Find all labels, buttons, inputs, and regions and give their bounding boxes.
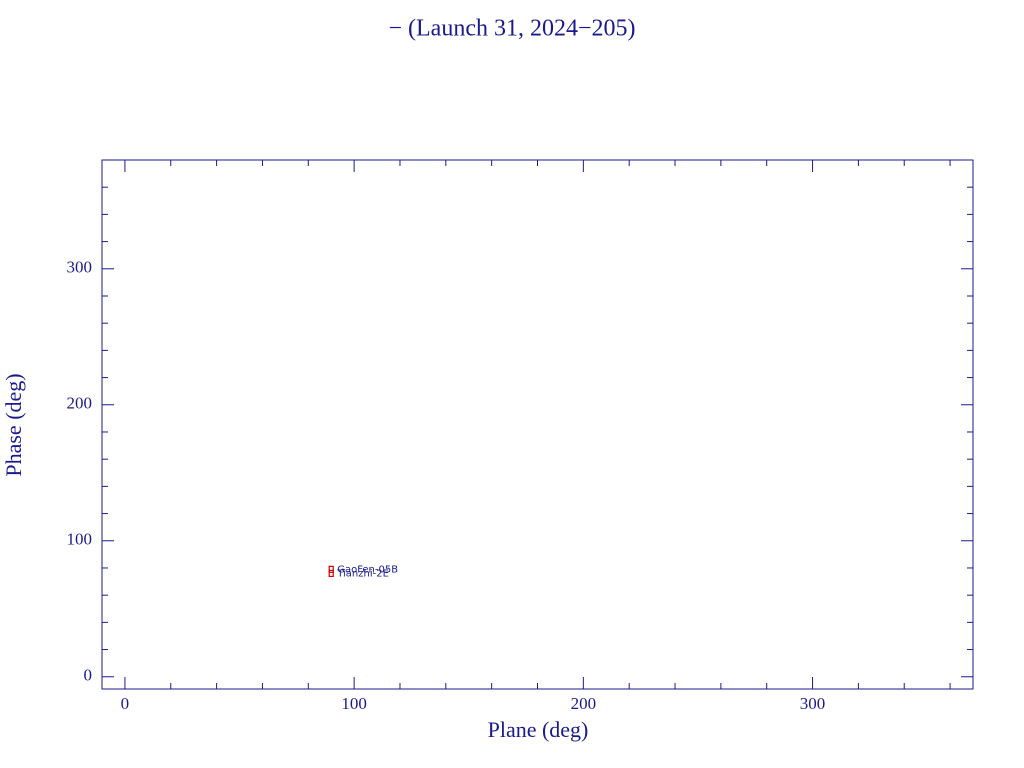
x-axis-label: Plane (deg): [488, 717, 589, 742]
x-tick-label: 200: [571, 694, 597, 713]
point: [328, 569, 334, 578]
y-tick-label: 300: [67, 258, 93, 277]
point-label: Tianzhi-2E: [336, 568, 389, 579]
x-tick-label: 300: [800, 694, 826, 713]
y-tick-label: 100: [67, 530, 93, 549]
chart-title: − (Launch 31, 2024−205): [388, 16, 635, 42]
x-tick-label: 100: [341, 694, 367, 713]
x-tick-label: 0: [121, 694, 130, 713]
y-tick-label: 200: [67, 394, 93, 413]
plot-frame: [101, 159, 974, 690]
point-label: GaoFen-05B: [337, 564, 398, 575]
y-tick-label: 0: [84, 666, 93, 685]
point: [328, 565, 334, 573]
y-axis-label: Phase (deg): [1, 373, 26, 476]
